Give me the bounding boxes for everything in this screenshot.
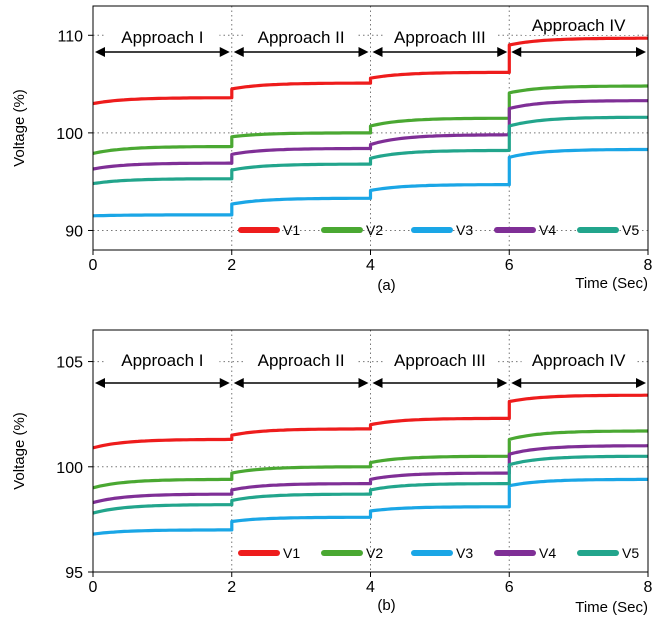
region-arrowhead-left [233,378,244,388]
x-tick-label: 0 [89,257,98,274]
legend-label-v5: V5 [622,222,639,238]
series-line-v3 [92,477,648,536]
legend-label-v3: V3 [456,222,473,238]
legend-label-v3: V3 [456,545,473,561]
legend-label-v5: V5 [622,545,639,561]
x-tick-label: 8 [644,579,653,596]
region-label: Approach IV [532,351,626,370]
region-label: Approach II [258,28,345,47]
series-line-v4 [92,444,649,505]
x-tick-label: 2 [227,579,236,596]
legend-label-v1: V1 [283,545,300,561]
region-arrowhead-right [219,378,230,388]
region-label-bg [382,27,497,47]
x-axis-label: Time (Sec) [575,275,648,292]
region-arrowhead-right [497,47,508,57]
y-tick-label: 95 [65,565,83,582]
legend-label-v4: V4 [539,545,556,561]
region-label: Approach IV [532,16,626,35]
region-label: Approach I [121,351,203,370]
region-arrowhead-left [372,47,383,57]
region-arrowhead-right [636,47,646,57]
region-arrowhead-right [636,378,646,388]
x-tick-label: 0 [89,579,98,596]
series-line-v2 [92,429,648,490]
y-axis-label: Voltage (%) [11,89,28,167]
x-tick-label: 2 [227,257,236,274]
region-label: Approach I [121,28,203,47]
x-tick-label: 8 [644,257,653,274]
panel-caption: (a) [377,277,395,294]
region-label: Approach III [394,28,486,47]
y-tick-label: 105 [56,355,83,372]
region-arrowhead-left [372,378,383,388]
region-arrowhead-right [497,378,508,388]
series-line-v5 [92,115,648,186]
series-line-v1 [92,36,648,106]
series-line-v2 [92,84,648,155]
y-tick-label: 90 [65,223,83,240]
region-label-bg [521,350,636,370]
region-arrowhead-right [219,47,230,57]
series-line-v1 [92,393,648,450]
legend-label-v4: V4 [539,222,556,238]
region-arrowhead-right [358,378,369,388]
region-label: Approach II [258,351,345,370]
series-line-v3 [92,147,648,218]
y-tick-label: 100 [56,460,83,477]
region-arrowhead-left [511,378,522,388]
legend-label-v2: V2 [366,545,383,561]
region-arrowhead-left [95,47,105,57]
region-arrowhead-left [95,378,105,388]
legend-label-v1: V1 [283,222,300,238]
region-arrowhead-right [358,47,369,57]
region-arrowhead-left [511,47,522,57]
series-line-v4 [92,99,648,171]
x-tick-label: 4 [366,257,375,274]
x-tick-label: 4 [366,579,375,596]
x-tick-label: 6 [505,257,514,274]
region-label-bg [521,15,636,35]
y-tick-label: 110 [57,28,83,45]
panel-caption: (b) [377,597,395,614]
region-label-bg [244,27,359,47]
legend-label-v2: V2 [366,222,383,238]
y-axis-label: Voltage (%) [11,412,28,490]
region-arrowhead-left [233,47,244,57]
region-label: Approach III [394,351,486,370]
series-line-v5 [92,454,648,515]
region-label-bg [105,27,220,47]
region-label-bg [105,350,220,370]
region-label-bg [244,350,359,370]
region-label-bg [382,350,497,370]
chart-panel-1: 95 100 105 0 2 4 6 8 Voltage (%) Time (Sec) (b) App… [11,329,653,616]
x-axis-label: Time (Sec) [575,599,648,616]
x-tick-label: 6 [505,579,514,596]
chart-panel-0: 90 100 110 0 2 4 6 8 Voltage (%) Time (Sec) (a) App… [11,5,653,294]
y-tick-label: 100 [56,126,83,143]
